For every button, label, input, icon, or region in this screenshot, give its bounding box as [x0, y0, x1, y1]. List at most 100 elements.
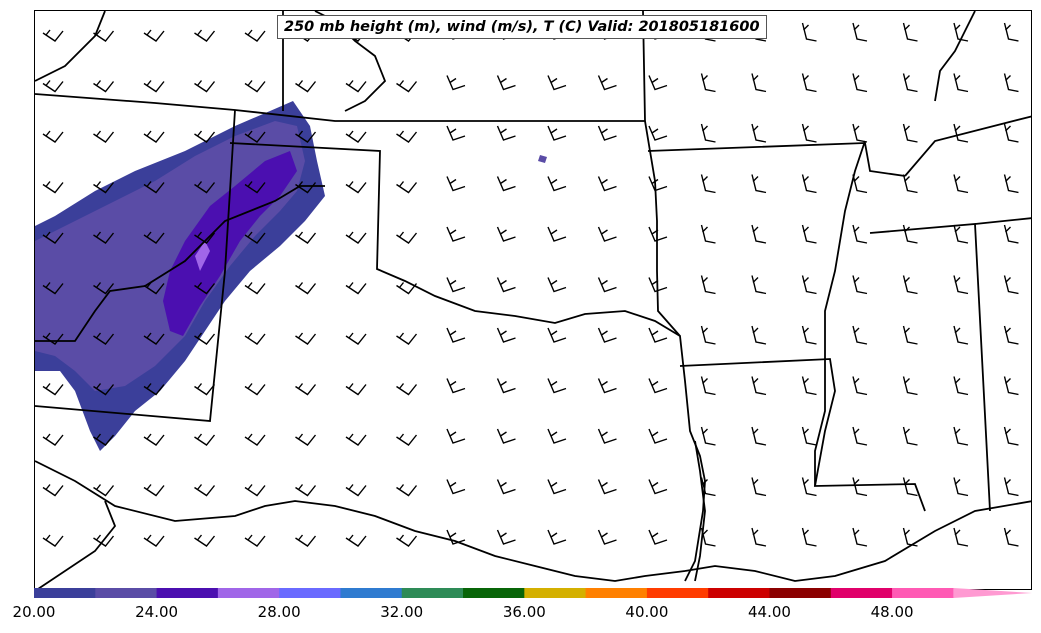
wind-barb — [194, 181, 216, 194]
wind-barb — [953, 376, 969, 396]
wind-barb — [700, 527, 716, 547]
map-title: 250 mb height (m), wind (m/s), T (C) Val… — [277, 15, 767, 39]
wind-barb — [295, 332, 317, 345]
map-panel — [34, 10, 1032, 590]
wind-barb — [345, 433, 367, 446]
wind-barb — [295, 130, 317, 143]
wind-barb — [700, 123, 716, 143]
wind-barb — [597, 529, 617, 545]
wind-barb — [597, 75, 617, 91]
wind-barb — [597, 277, 617, 293]
wind-barb — [143, 231, 165, 244]
wind-barb — [801, 477, 817, 497]
wind-barb — [143, 383, 165, 396]
wind-barb — [295, 484, 317, 497]
colorbar-tick-label: 20.00 — [12, 603, 56, 621]
colorbar-bin — [463, 588, 525, 598]
wind-barb — [648, 529, 668, 545]
colorbar-bin — [217, 588, 280, 598]
colorbar-bin — [892, 588, 954, 598]
wind-barb — [194, 433, 216, 446]
wind-barb — [93, 534, 115, 547]
colorbar-bin — [830, 588, 893, 598]
wind-barb — [801, 174, 817, 194]
wind-barb — [396, 181, 418, 194]
wind-barb — [902, 174, 918, 194]
wind-barb — [801, 73, 817, 93]
wind-barb — [953, 123, 969, 143]
wind-barb — [42, 29, 64, 42]
wind-barb — [244, 433, 266, 446]
wind-barb — [1003, 123, 1019, 143]
wind-barb — [446, 176, 466, 192]
wind-barb — [396, 383, 418, 396]
wind-barb — [496, 176, 516, 192]
wind-barb — [852, 527, 868, 547]
wind-barb — [953, 224, 969, 244]
wind-barb — [496, 226, 516, 242]
wind-barb — [396, 433, 418, 446]
wind-barb — [801, 325, 817, 345]
wind-barb — [751, 325, 767, 345]
wind-barb — [244, 282, 266, 295]
wind-barb — [345, 332, 367, 345]
wind-barb — [902, 527, 918, 547]
wind-barb — [42, 282, 64, 295]
wind-barb — [244, 332, 266, 345]
wind-barb — [244, 231, 266, 244]
wind-barb — [194, 130, 216, 143]
wind-barb — [648, 226, 668, 242]
wind-barb — [295, 181, 317, 194]
wind-barb — [852, 477, 868, 497]
wind-barb — [496, 428, 516, 444]
wind-barb — [852, 123, 868, 143]
wind-barb — [700, 426, 716, 446]
colorbar-tick-label: 28.00 — [257, 603, 301, 621]
wind-speed-shading — [35, 101, 547, 451]
wind-barb — [700, 325, 716, 345]
shade-level-24 — [163, 151, 297, 336]
wind-barb — [396, 484, 418, 497]
wind-barb — [396, 80, 418, 93]
wind-barb — [93, 231, 115, 244]
wind-barb — [345, 534, 367, 547]
wind-barb — [42, 332, 64, 345]
wind-barb — [801, 224, 817, 244]
wind-barb — [1003, 275, 1019, 295]
wind-barb — [852, 174, 868, 194]
wind-barb — [953, 325, 969, 345]
wind-barb — [902, 325, 918, 345]
wind-barb — [648, 125, 668, 141]
shade-level-26b — [538, 155, 547, 163]
wind-barb — [396, 534, 418, 547]
wind-barb — [496, 479, 516, 495]
wind-barb — [801, 275, 817, 295]
colorbar-bin — [34, 588, 96, 598]
wind-barb — [143, 534, 165, 547]
wind-barb — [700, 275, 716, 295]
wind-barb — [597, 428, 617, 444]
colorbar-bin — [279, 588, 341, 598]
wind-barb — [496, 75, 516, 91]
wind-barb — [295, 433, 317, 446]
wind-barb — [194, 80, 216, 93]
wind-barb — [143, 282, 165, 295]
wind-barb — [143, 484, 165, 497]
wind-barb — [496, 277, 516, 293]
wind-barb — [143, 332, 165, 345]
colorbar-bin — [585, 588, 648, 598]
wind-barb — [648, 277, 668, 293]
wind-barb — [42, 534, 64, 547]
wind-barb — [902, 426, 918, 446]
colorbar-bin — [524, 588, 587, 598]
wind-barb — [496, 529, 516, 545]
wind-barb — [93, 181, 115, 194]
wind-barb — [295, 282, 317, 295]
wind-barb — [143, 29, 165, 42]
wind-barb — [597, 327, 617, 343]
wind-barb — [751, 224, 767, 244]
wind-barb — [953, 477, 969, 497]
wind-barb — [244, 484, 266, 497]
wind-barb — [143, 80, 165, 93]
wind-barb — [751, 477, 767, 497]
